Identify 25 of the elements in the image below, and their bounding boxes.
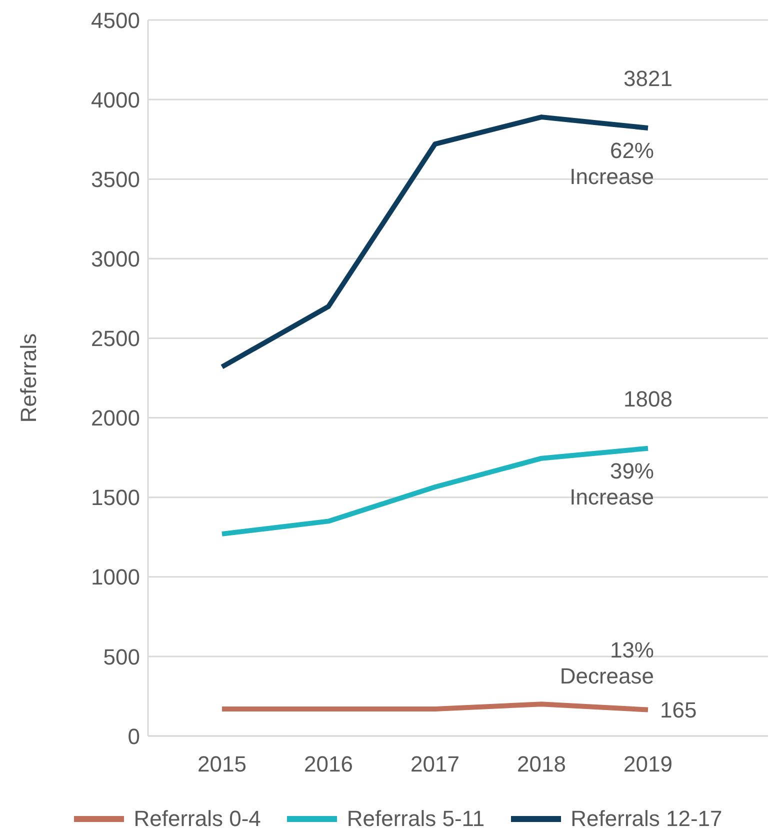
legend-label: Referrals 0-4 [134, 806, 261, 832]
y-tick-label: 3000 [91, 246, 140, 272]
y-tick-label: 0 [128, 724, 140, 749]
x-tick-label: 2016 [304, 752, 353, 777]
y-tick-label: 4500 [91, 8, 140, 33]
y-axis-title: Referrals [16, 333, 41, 423]
x-tick-label: 2018 [517, 752, 566, 777]
annotation: 62% Increase [570, 138, 654, 190]
y-tick-label: 1000 [91, 564, 140, 590]
y-tick-label: 500 [103, 644, 140, 670]
x-tick-label: 2019 [624, 752, 672, 777]
x-tick-label: 2017 [410, 752, 460, 777]
legend-label: Referrals 12-17 [570, 806, 722, 832]
y-tick-label: 2000 [91, 406, 140, 431]
data-label: 165 [660, 698, 697, 723]
data-label: 3821 [624, 66, 672, 92]
legend-label: Referrals 5-11 [346, 806, 485, 832]
y-tick-label: 1500 [91, 485, 140, 510]
annotation: 39% Increase [570, 458, 654, 510]
data-label: 1808 [624, 386, 672, 412]
annotation: 13% Decrease [560, 638, 654, 689]
y-tick-label: 4000 [91, 87, 140, 112]
y-tick-label: 3500 [91, 166, 140, 192]
y-tick-label: 2500 [91, 326, 140, 352]
x-tick-label: 2015 [198, 752, 246, 777]
